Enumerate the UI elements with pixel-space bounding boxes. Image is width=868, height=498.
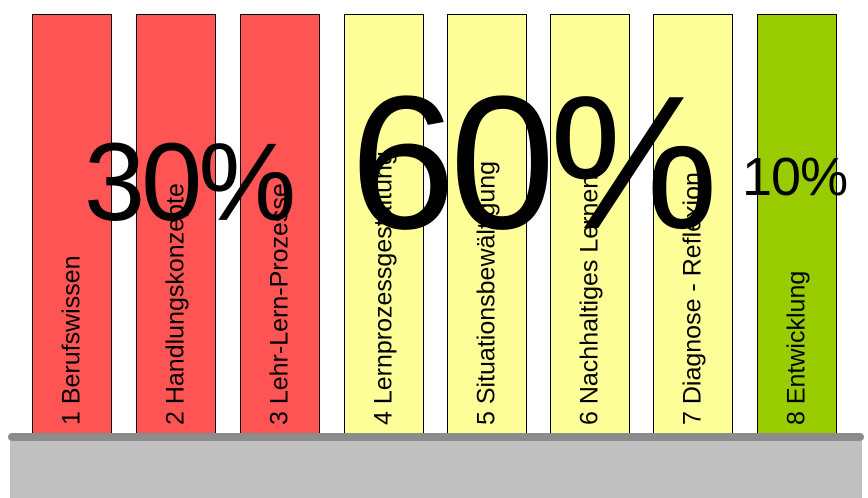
shelf-edge	[8, 433, 864, 441]
book-4: 4 Lernprozessgestaltung	[344, 14, 424, 436]
shelf-base	[10, 441, 862, 498]
percent-green-group: 10%	[742, 147, 848, 207]
percent-red-group: 30%	[84, 121, 296, 244]
book-label: 1 Berufswissen	[57, 255, 86, 425]
book-5: 5 Situationsbewältigung	[447, 14, 527, 436]
percent-yellow-group: 60%	[350, 57, 718, 269]
book-1: 1 Berufswissen	[32, 14, 112, 436]
book-2: 2 Handlungskonzepte	[136, 14, 216, 436]
book-7: 7 Diagnose - Reflexion	[653, 14, 733, 436]
book-label: 8 Entwicklung	[782, 270, 811, 425]
book-6: 6 Nachhaltiges Lernen	[550, 14, 630, 436]
book-8: 8 Entwicklung	[757, 14, 837, 436]
